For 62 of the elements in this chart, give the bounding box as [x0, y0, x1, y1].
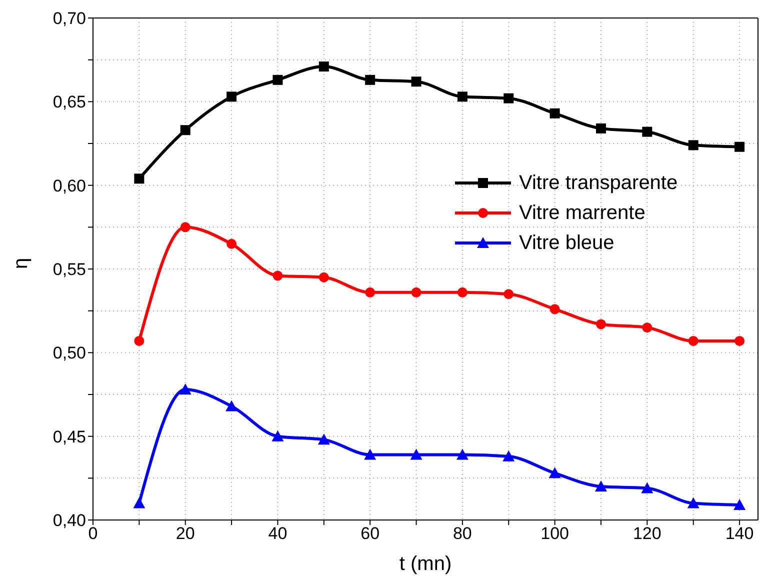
point [734, 498, 746, 510]
point [688, 336, 698, 346]
y-tick-label: 0,40 [52, 511, 86, 530]
point [548, 467, 561, 478]
point [594, 480, 607, 492]
x-tick-label: 140 [725, 524, 754, 544]
point [134, 174, 144, 184]
y-axis-title: η [10, 258, 32, 269]
point [226, 92, 237, 102]
point [642, 322, 652, 333]
legend-label: Vitre marrente [519, 202, 646, 224]
legend-label: Vitre bleue [519, 232, 614, 254]
point [411, 287, 422, 298]
x-tick-label: 100 [540, 524, 569, 544]
x-tick-label: 120 [632, 524, 662, 544]
x-axis-title: t (mn) [399, 553, 452, 575]
point [641, 482, 654, 494]
point [318, 272, 329, 282]
point [410, 448, 422, 460]
point [180, 125, 190, 136]
x-tick-label: 20 [176, 524, 195, 544]
point [734, 336, 745, 346]
point [411, 76, 422, 87]
point [688, 140, 698, 150]
point [134, 336, 144, 346]
y-tick-label: 0,65 [52, 92, 86, 112]
point [272, 270, 283, 281]
y-tick-label: 0,55 [52, 260, 86, 280]
point [179, 383, 192, 394]
y-tick-label: 0,45 [52, 427, 86, 446]
point [504, 93, 514, 104]
point [272, 74, 283, 85]
point [318, 62, 329, 72]
legend-label: Vitre transparente [519, 172, 678, 194]
y-tick-label: 0,50 [52, 344, 86, 363]
point [272, 430, 284, 442]
point [226, 400, 238, 412]
point [365, 287, 376, 298]
point [457, 287, 468, 298]
x-tick-label: 80 [452, 524, 472, 544]
point [457, 92, 468, 102]
point [734, 142, 745, 152]
point [133, 497, 146, 508]
point [456, 448, 468, 460]
point [596, 319, 606, 330]
point [642, 126, 652, 137]
point [550, 108, 560, 118]
point [596, 123, 606, 134]
point [364, 448, 376, 460]
y-tick-label: 0,60 [52, 176, 86, 196]
x-tick-label: 40 [268, 524, 288, 544]
point [504, 289, 514, 300]
point [180, 222, 190, 232]
point [365, 74, 376, 85]
point [550, 304, 560, 314]
point [502, 450, 515, 462]
point [318, 434, 330, 445]
point [226, 238, 237, 249]
point [687, 497, 700, 508]
y-tick-label: 0,70 [52, 9, 86, 28]
x-tick-label: 60 [360, 524, 380, 544]
x-tick-label: 0 [88, 524, 98, 544]
